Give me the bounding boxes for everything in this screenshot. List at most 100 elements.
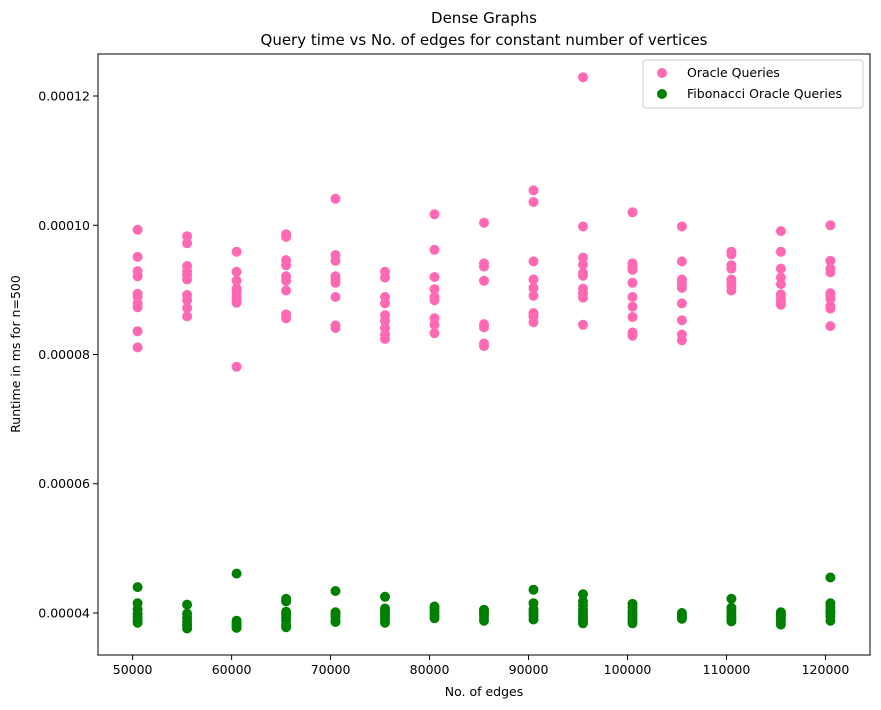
data-point — [825, 267, 836, 278]
data-point — [775, 279, 786, 290]
data-point — [676, 315, 687, 326]
data-point — [132, 617, 143, 628]
data-point — [429, 284, 440, 295]
data-point — [726, 263, 737, 274]
x-tick-label: 70000 — [311, 662, 351, 677]
x-tick-label: 80000 — [410, 662, 450, 677]
data-point — [132, 302, 143, 313]
data-point — [132, 251, 143, 262]
data-point — [281, 260, 292, 271]
data-point — [825, 255, 836, 266]
data-point — [281, 596, 292, 607]
data-point — [627, 618, 638, 629]
data-point — [578, 319, 588, 330]
data-point — [578, 618, 588, 629]
data-point — [528, 317, 539, 328]
data-point — [380, 617, 390, 628]
data-point — [380, 591, 390, 602]
data-point — [578, 589, 588, 600]
data-point — [578, 259, 588, 270]
legend-label-oracle: Oracle Queries — [687, 65, 780, 80]
data-point — [825, 220, 836, 231]
data-point — [429, 272, 440, 282]
data-point — [182, 274, 193, 285]
x-tick-label: 120000 — [802, 662, 850, 677]
data-point — [726, 285, 737, 296]
chart-subtitle: Query time vs No. of edges for constant … — [261, 31, 708, 49]
data-point — [676, 221, 687, 232]
data-point — [528, 185, 539, 196]
data-point — [281, 285, 292, 296]
data-point — [775, 619, 786, 630]
data-point — [231, 361, 242, 372]
data-point — [330, 255, 341, 266]
data-point — [182, 623, 193, 634]
data-point — [528, 584, 539, 595]
data-point — [726, 616, 737, 627]
x-axis: 50000 60000 70000 80000 90000 100000 110000 120… — [113, 655, 850, 677]
data-point — [330, 586, 341, 596]
x-tick-label: 50000 — [113, 662, 153, 677]
legend-marker-oracle — [657, 68, 667, 78]
data-point — [182, 599, 193, 610]
data-point — [380, 334, 390, 344]
x-tick-label: 110000 — [703, 662, 751, 677]
data-point — [231, 275, 242, 286]
data-point — [775, 263, 786, 274]
data-point — [429, 613, 440, 624]
data-point — [578, 221, 588, 232]
data-point — [429, 209, 440, 220]
data-point — [330, 292, 341, 302]
data-point — [726, 249, 737, 260]
data-point — [231, 568, 242, 579]
legend-label-fibonacci: Fibonacci Oracle Queries — [687, 86, 842, 101]
data-point — [528, 290, 539, 301]
data-point — [479, 615, 489, 626]
data-point — [330, 617, 341, 627]
data-point — [627, 277, 638, 288]
data-point — [182, 295, 193, 306]
data-point — [479, 275, 489, 286]
y-tick-label: 0.00006 — [38, 476, 90, 491]
data-point — [281, 313, 292, 324]
data-point — [528, 197, 539, 207]
x-axis-label: No. of edges — [445, 684, 524, 699]
data-point — [429, 328, 440, 339]
data-point — [182, 238, 193, 249]
data-point — [182, 231, 193, 242]
data-point — [132, 582, 143, 593]
data-point — [775, 246, 786, 257]
data-point — [676, 613, 687, 624]
data-point — [132, 271, 143, 282]
legend: Oracle Queries Fibonacci Oracle Queries — [642, 59, 864, 109]
data-point — [132, 342, 143, 353]
data-point — [627, 330, 638, 341]
data-point — [528, 282, 539, 293]
data-point — [726, 593, 737, 604]
data-point — [775, 226, 786, 237]
x-tick-label: 90000 — [509, 662, 549, 677]
data-point — [627, 264, 638, 275]
data-point — [676, 256, 687, 267]
x-tick-label: 100000 — [604, 662, 652, 677]
data-point — [380, 315, 390, 326]
data-point — [231, 297, 242, 308]
y-tick-label: 0.00008 — [38, 347, 90, 362]
data-point — [380, 272, 390, 283]
data-point — [528, 614, 539, 625]
data-point — [281, 231, 292, 242]
y-axis: 0.00004 0.00006 0.00008 0.00010 0.00012 — [38, 89, 98, 620]
data-point — [578, 292, 588, 303]
data-point — [281, 622, 292, 633]
points-layer — [132, 72, 836, 634]
y-tick-label: 0.00004 — [38, 605, 90, 620]
data-point — [182, 311, 193, 322]
data-point — [380, 298, 390, 309]
data-point — [676, 298, 687, 309]
plot-frame — [97, 53, 871, 656]
data-point — [578, 270, 588, 281]
data-point — [528, 274, 539, 285]
data-point — [578, 252, 588, 263]
data-point — [627, 301, 638, 312]
data-point — [182, 303, 193, 313]
